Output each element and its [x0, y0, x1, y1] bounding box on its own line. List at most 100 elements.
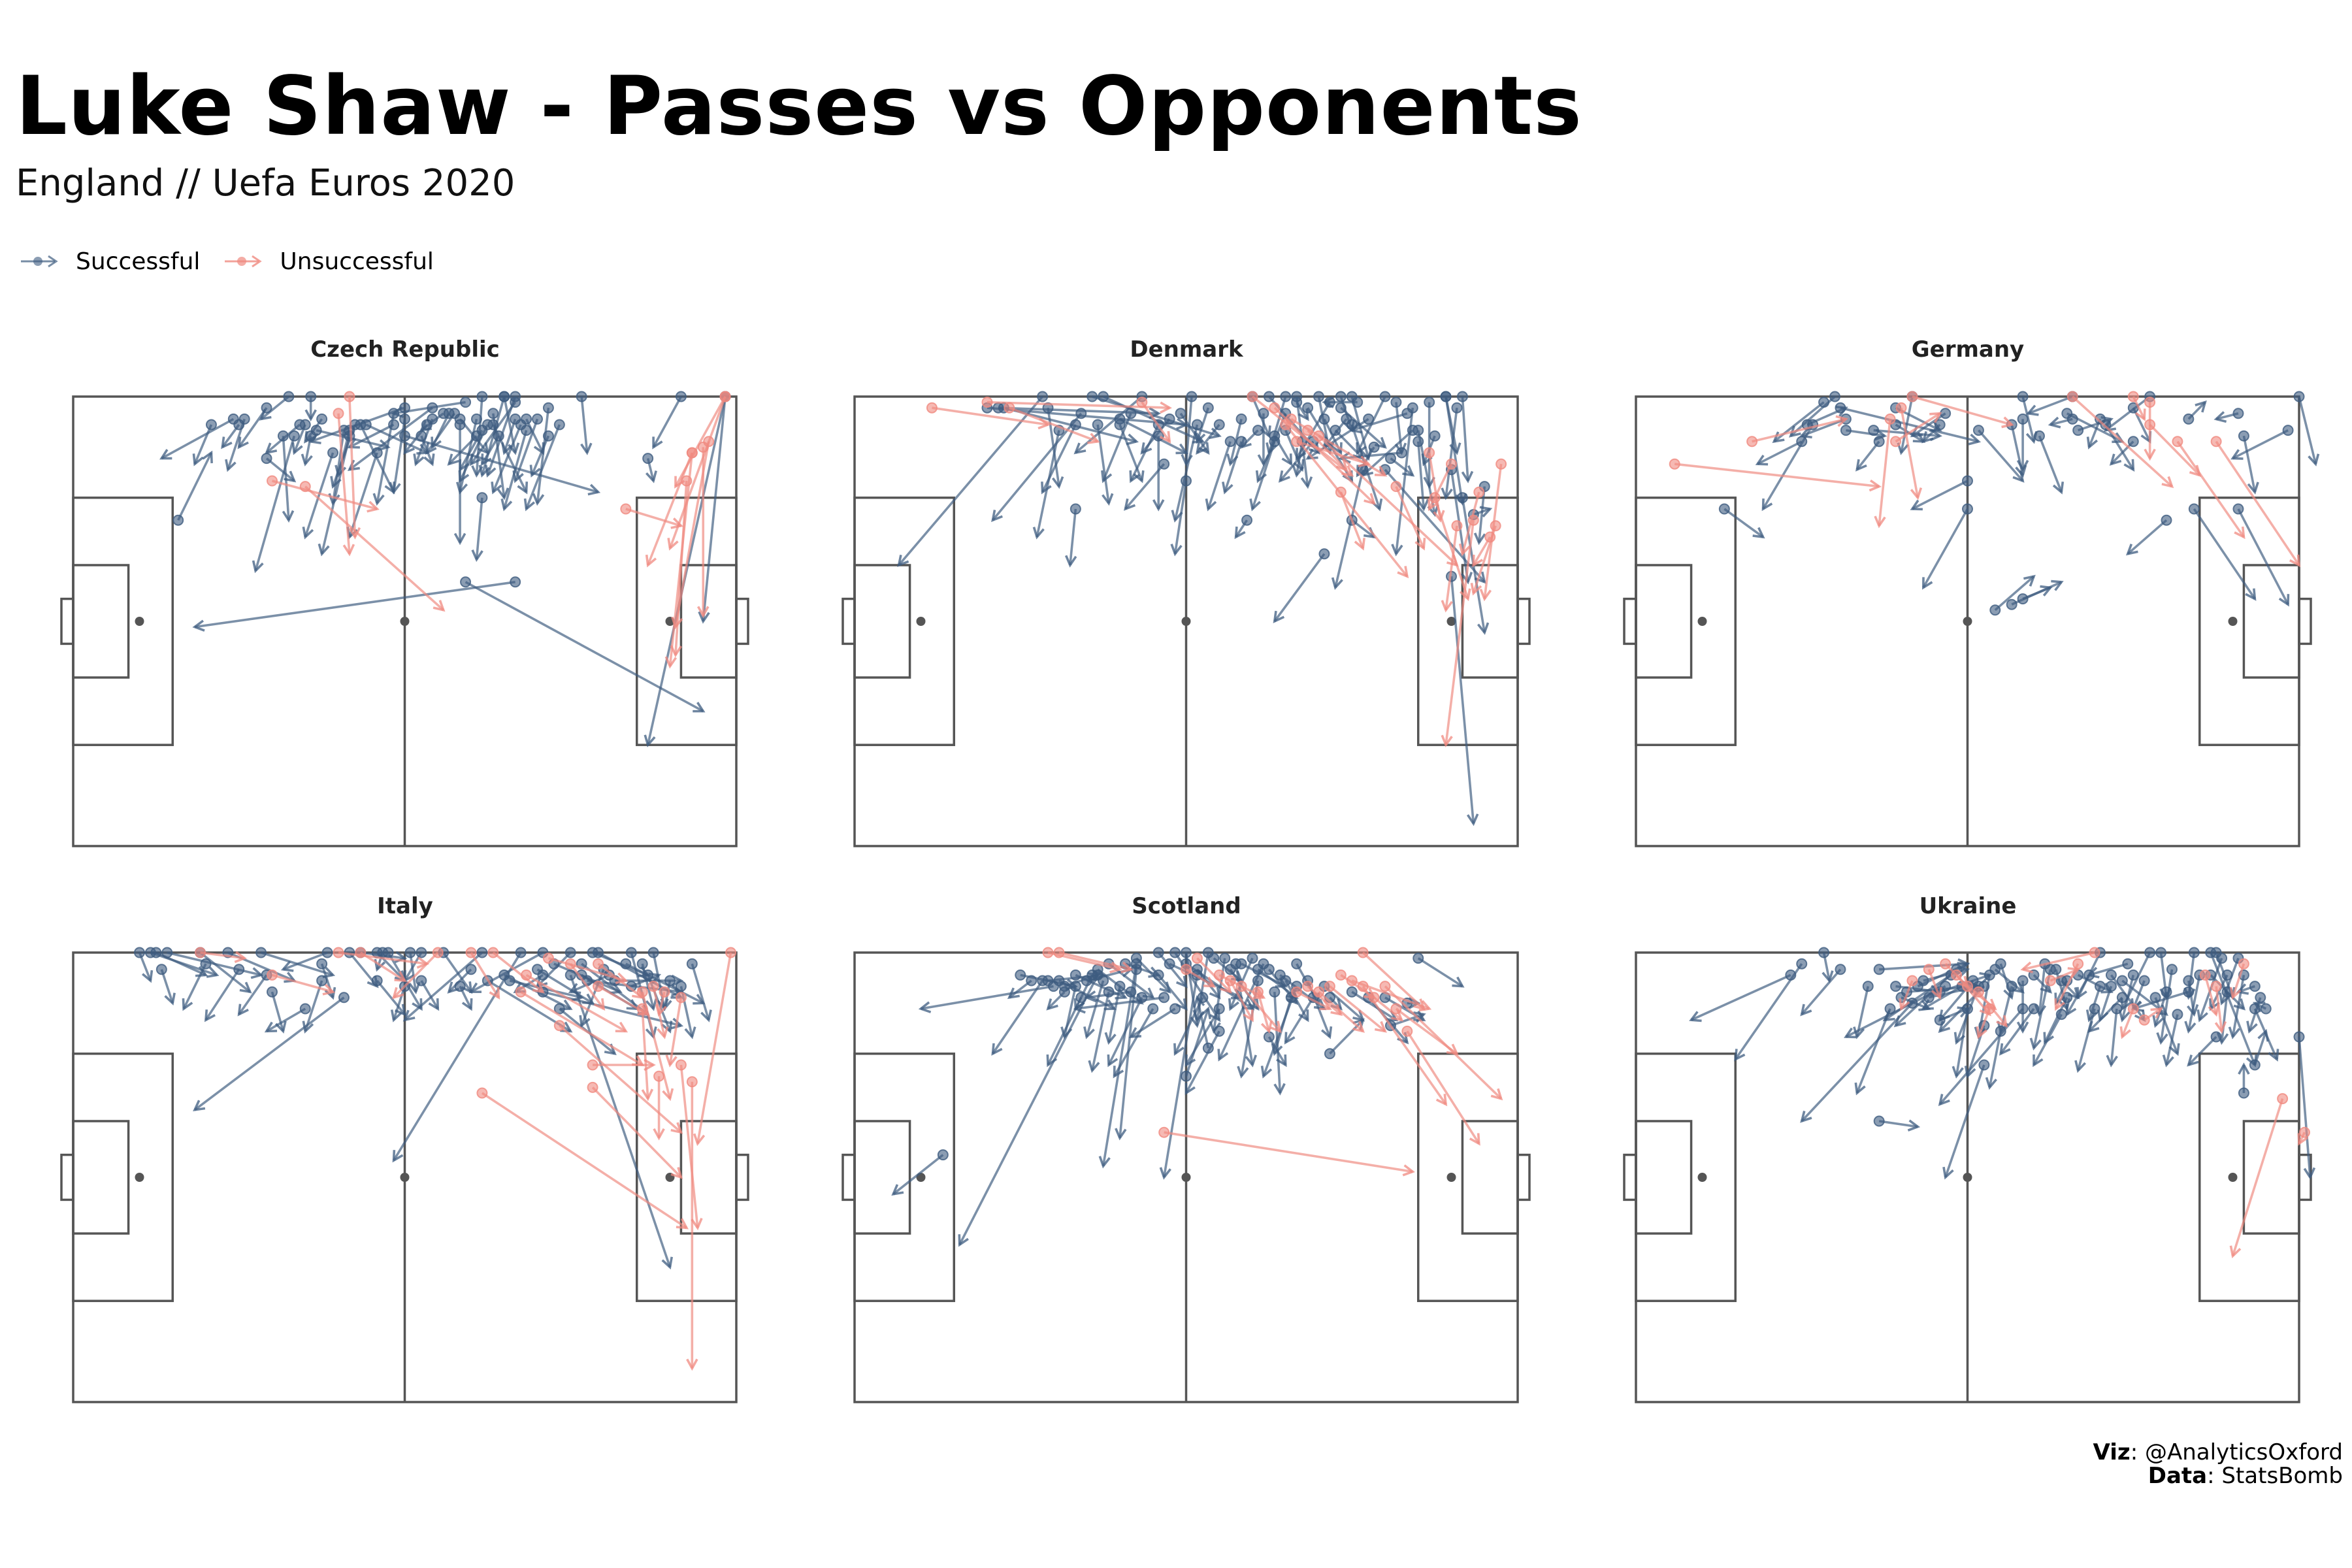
- pass-arrowhead: [1064, 555, 1077, 568]
- pass-arrowhead: [587, 483, 601, 496]
- pass-arrowhead: [693, 1133, 706, 1147]
- pass-arrowhead: [367, 500, 380, 513]
- pass-line: [1096, 424, 1110, 504]
- pass-origin-point: [1164, 958, 1175, 970]
- pass-arrowhead: [221, 436, 233, 449]
- pass-arrowhead: [1835, 415, 1849, 427]
- pass-line: [470, 952, 500, 998]
- pass-origin-point: [2095, 981, 2106, 992]
- successful-pass-65: [1173, 992, 1209, 1056]
- pass-line: [2187, 975, 2201, 1032]
- pass-arrowhead: [533, 442, 545, 455]
- pass-origin-point: [1158, 458, 1170, 470]
- pass-line: [2232, 429, 2289, 460]
- six-yard-box-left: [72, 1120, 130, 1235]
- pass-line: [338, 951, 427, 965]
- pass-origin-point: [1424, 397, 1435, 408]
- pass-arrowhead: [1243, 1009, 1254, 1022]
- unsuccessful-pass-6: [487, 947, 545, 994]
- pass-arrowhead: [1159, 431, 1171, 444]
- pass-arrowhead: [1689, 1011, 1702, 1022]
- pass-arrowhead: [1269, 1021, 1282, 1034]
- pass-origin-point: [1070, 419, 1081, 431]
- pass-line: [2127, 519, 2168, 555]
- pass-line: [536, 407, 550, 504]
- pass-arrowhead: [2016, 1021, 2029, 1034]
- goal-right: [735, 597, 749, 645]
- pass-line: [2187, 1036, 2217, 1066]
- pass-line: [2253, 1030, 2267, 1066]
- unsuccessful-pass-12: [665, 992, 687, 1068]
- pass-line: [431, 413, 450, 448]
- successful-pass-33: [2230, 425, 2294, 460]
- pass-origin-point: [1152, 969, 1164, 981]
- unsuccessful-pass-15: [2044, 967, 2081, 987]
- pass-line: [2215, 440, 2300, 566]
- unsuccessful-pass-18: [1401, 1025, 1480, 1146]
- pass-line: [1362, 951, 1425, 1010]
- pass-arrowhead: [1120, 961, 1134, 973]
- pass-origin-point: [1890, 981, 1902, 992]
- pass-origin-point: [681, 475, 693, 487]
- pass-origin-point: [2282, 425, 2294, 436]
- pass-line: [1164, 1131, 1413, 1173]
- pass-arrowhead: [1734, 1049, 1746, 1062]
- successful-pass-39: [1088, 986, 1115, 1073]
- unsuccessful-pass-3: [1136, 397, 1171, 444]
- unsuccessful-pass-16: [653, 1070, 665, 1141]
- pass-arrowhead: [1190, 1015, 1202, 1028]
- successful-pass-29: [1263, 1031, 1287, 1068]
- pass-origin-point: [454, 413, 466, 425]
- pass-line: [2176, 440, 2245, 538]
- six-yard-box-left: [1635, 564, 1693, 679]
- unsuccessful-pass-15: [675, 1059, 703, 1231]
- pass-origin-point: [1335, 402, 1347, 414]
- pass-origin-point: [1413, 436, 1424, 448]
- penalty-box-right: [2198, 1053, 2300, 1302]
- pass-origin-point: [421, 419, 433, 431]
- pass-origin-point: [294, 419, 306, 431]
- panel-title-czech-republic: Czech Republic: [310, 336, 500, 363]
- pass-origin-point: [1335, 391, 1347, 402]
- pass-origin-point: [498, 969, 510, 981]
- pass-origin-point: [1152, 947, 1164, 958]
- pass-arrowhead: [1921, 577, 1933, 590]
- pass-line: [898, 395, 1043, 566]
- pass-line: [442, 951, 472, 993]
- successful-pass-36: [344, 947, 379, 988]
- pass-line: [492, 413, 506, 498]
- pass-origin-point: [498, 391, 510, 402]
- pass-line: [2298, 1036, 2311, 1178]
- successful-pass-10: [642, 453, 657, 483]
- pass-arrowhead: [2086, 436, 2099, 449]
- pass-arrowhead: [378, 439, 391, 451]
- pass-origin-point: [2144, 397, 2156, 408]
- pass-line: [348, 951, 378, 987]
- successful-pass-5: [1855, 436, 1885, 472]
- pass-line: [448, 434, 478, 465]
- successful-pass-47: [1007, 975, 1037, 1000]
- pass-arrowhead: [1276, 1054, 1287, 1068]
- pass-line: [1801, 968, 1842, 1015]
- pass-origin-point: [542, 953, 554, 964]
- pass-arrowhead: [1414, 538, 1426, 551]
- six-yard-box-left: [72, 564, 130, 679]
- pass-origin-point: [1247, 391, 1258, 402]
- centre-spot: [1963, 617, 1972, 626]
- pass-line: [1757, 440, 1803, 465]
- pass-line: [1196, 423, 1220, 454]
- pass-origin-point: [1884, 413, 1896, 425]
- pass-origin-point: [316, 413, 328, 425]
- pass-origin-point: [227, 413, 239, 425]
- pass-arrowhead: [891, 1184, 904, 1196]
- pass-arrowhead: [1929, 429, 1942, 442]
- pass-origin-point: [1263, 391, 1275, 402]
- unsuccessful-pass-21: [1390, 481, 1426, 551]
- pass-origin-point: [476, 947, 488, 958]
- pass-line: [1329, 985, 1386, 1032]
- pass-line: [2038, 435, 2063, 493]
- successful-pass-51: [1205, 436, 1236, 512]
- pass-arrowhead: [670, 1122, 683, 1134]
- pass-line: [503, 418, 517, 453]
- pass-origin-point: [1158, 992, 1170, 1004]
